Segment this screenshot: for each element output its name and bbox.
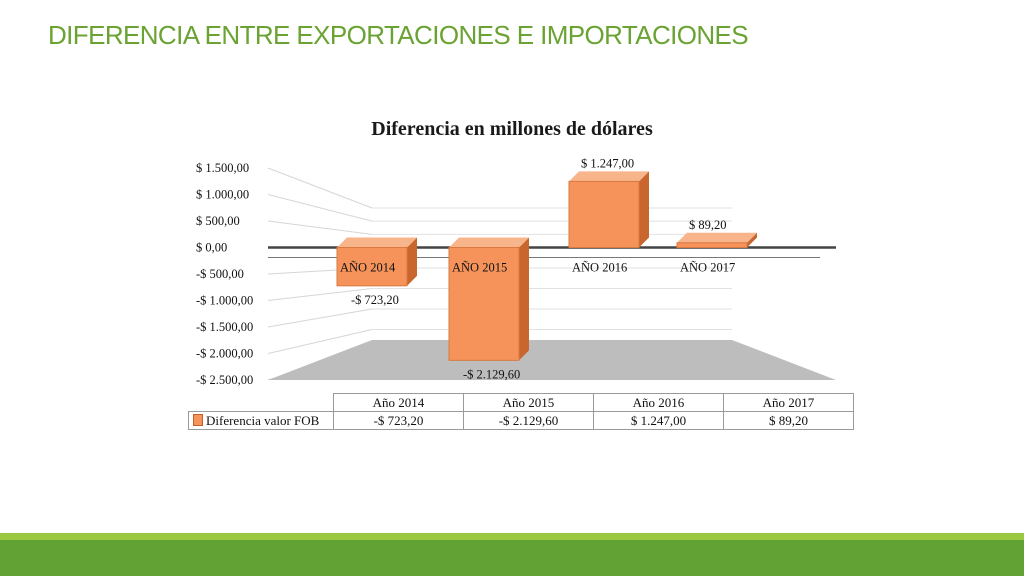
x-tick-label: AÑO 2017 (680, 261, 735, 275)
bar-top (569, 171, 649, 182)
bar-top (677, 232, 757, 243)
chart-floor (268, 340, 836, 380)
data-table-header: Año 2016 (593, 393, 724, 412)
gridline-side (267, 329, 373, 354)
data-table-header: Año 2017 (723, 393, 854, 412)
x-tick-label: AÑO 2015 (452, 261, 507, 275)
data-label: -$ 723,20 (351, 293, 399, 307)
data-label: $ 89,20 (689, 218, 727, 232)
data-table-cell: $ 89,20 (723, 411, 854, 430)
bar-side (747, 232, 757, 248)
legend-entry: Diferencia valor FOB (188, 411, 334, 430)
bar-side (639, 171, 649, 248)
bar (336, 247, 408, 287)
data-table-cell: -$ 2.129,60 (463, 411, 594, 430)
gridline-side (267, 308, 373, 328)
y-tick-label: $ 1.500,00 (196, 161, 249, 175)
x-tick-label: AÑO 2016 (572, 261, 627, 275)
y-tick-label: -$ 2.000,00 (196, 347, 253, 361)
bar-top (337, 237, 417, 248)
chart-title: Diferencia en millones de dólares (371, 118, 653, 140)
data-table: Año 2014 Año 2015 Año 2016 Año 2017 Dife… (188, 393, 854, 430)
y-tick-label: $ 1.000,00 (196, 188, 249, 202)
data-table-header: Año 2014 (333, 393, 464, 412)
legend-swatch (193, 413, 203, 426)
legend-label: Diferencia valor FOB (206, 412, 320, 428)
y-tick-label: -$ 500,00 (196, 267, 244, 281)
bar-side (407, 237, 417, 286)
gridline-side (267, 167, 373, 209)
gridline-side (267, 194, 373, 222)
y-tick-label: -$ 1.000,00 (196, 294, 253, 308)
data-label: -$ 2.129,60 (463, 367, 520, 381)
y-tick-label: -$ 1.500,00 (196, 320, 253, 334)
bar-side (519, 237, 529, 361)
data-label: $ 1.247,00 (581, 156, 634, 170)
bar (568, 180, 640, 248)
bar (676, 242, 748, 248)
data-table-header-row: Año 2014 Año 2015 Año 2016 Año 2017 (188, 393, 854, 412)
data-table-cell: -$ 723,20 (333, 411, 464, 430)
footer-accent-bar (0, 533, 1024, 540)
data-table-cell: $ 1.247,00 (593, 411, 724, 430)
data-table-corner (188, 393, 334, 412)
gridline-side (267, 288, 373, 301)
gridline-side (267, 220, 373, 235)
data-table-row: Diferencia valor FOB -$ 723,20 -$ 2.129,… (188, 411, 854, 430)
bar (448, 247, 520, 361)
bar-top (449, 237, 529, 248)
y-tick-label: -$ 2.500,00 (196, 373, 253, 387)
footer-bar (0, 540, 1024, 576)
x-tick-label: AÑO 2014 (340, 261, 396, 275)
y-tick-label: $ 500,00 (196, 214, 240, 228)
slide-title: DIFERENCIA ENTRE EXPORTACIONES E IMPORTA… (48, 20, 749, 50)
data-table-header: Año 2015 (463, 393, 594, 412)
y-tick-label: $ 0,00 (196, 241, 227, 255)
